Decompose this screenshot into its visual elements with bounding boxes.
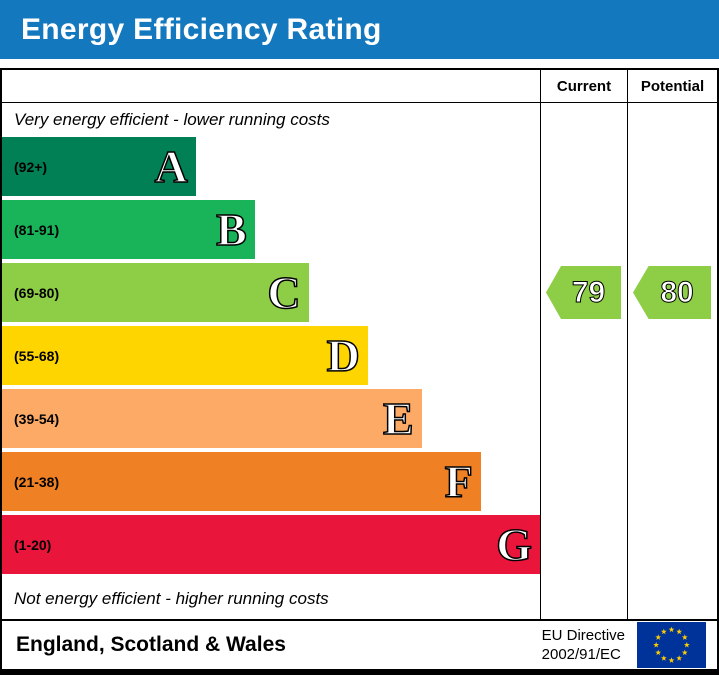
eu-flag-icon — [637, 622, 706, 668]
band-bar-d: (55-68) D — [2, 326, 368, 385]
band-range-label: (39-54) — [14, 410, 60, 427]
bottom-caption: Not energy efficient - higher running co… — [14, 589, 329, 608]
band-bar-f: (21-38) F — [2, 452, 481, 511]
current-value-column: 79 — [540, 103, 627, 619]
band-range-label: (55-68) — [14, 347, 60, 364]
band-bar-b: (81-91) B — [2, 200, 255, 259]
band-row-g: (1-20) G — [2, 515, 540, 578]
rating-bands-area: Very energy efficient - lower running co… — [2, 103, 540, 619]
band-row-c: (69-80) C — [2, 263, 540, 326]
band-range-label: (69-80) — [14, 284, 60, 301]
band-letter: C — [267, 266, 302, 318]
chart-header-spacer — [2, 70, 540, 103]
band-row-e: (39-54) E — [2, 389, 540, 452]
band-row-b: (81-91) B — [2, 200, 540, 263]
band-letter: G — [495, 518, 532, 570]
eu-directive-group: EU Directive 2002/91/EC — [542, 622, 706, 668]
potential-value: 80 — [660, 275, 694, 309]
band-bar-c: (69-80) C — [2, 263, 309, 322]
band-range-label: (1-20) — [14, 536, 52, 553]
eu-directive-line1: EU Directive — [541, 626, 625, 644]
current-column-header: Current — [540, 70, 627, 103]
band-letter: A — [154, 140, 189, 192]
chart-title-banner: Energy Efficiency Rating — [0, 0, 719, 59]
band-bar-a: (92+) A — [2, 137, 196, 196]
band-bar-g: (1-20) G — [2, 515, 540, 574]
band-row-f: (21-38) F — [2, 452, 540, 515]
band-row-d: (55-68) D — [2, 326, 540, 389]
band-bar-e: (39-54) E — [2, 389, 422, 448]
top-caption: Very energy efficient - lower running co… — [14, 110, 330, 129]
region-label: England, Scotland & Wales — [16, 633, 286, 656]
potential-column-header: Potential — [627, 70, 717, 103]
potential-value-arrow: 80 — [633, 266, 711, 319]
band-letter: B — [215, 203, 247, 255]
band-letter: D — [326, 329, 361, 381]
eu-directive-label: EU Directive 2002/91/EC — [542, 626, 625, 665]
rating-bands: (92+) A (81-91) B (69-80) C (55-68) D (39-54) E (2… — [2, 137, 540, 578]
eu-directive-line2: 2002/91/EC — [541, 646, 621, 663]
chart-title: Energy Efficiency Rating — [21, 12, 382, 46]
band-range-label: (92+) — [14, 158, 48, 175]
band-row-a: (92+) A — [2, 137, 540, 200]
current-value: 79 — [571, 275, 606, 309]
band-letter: E — [382, 392, 414, 444]
band-range-label: (81-91) — [14, 221, 60, 238]
band-letter: F — [444, 455, 474, 507]
rating-chart: Current Potential Very energy efficient … — [0, 68, 719, 621]
chart-footer: England, Scotland & Wales EU Directive 2… — [0, 621, 719, 675]
current-value-arrow: 79 — [546, 266, 621, 319]
potential-value-column: 80 — [627, 103, 717, 619]
band-range-label: (21-38) — [14, 473, 60, 490]
